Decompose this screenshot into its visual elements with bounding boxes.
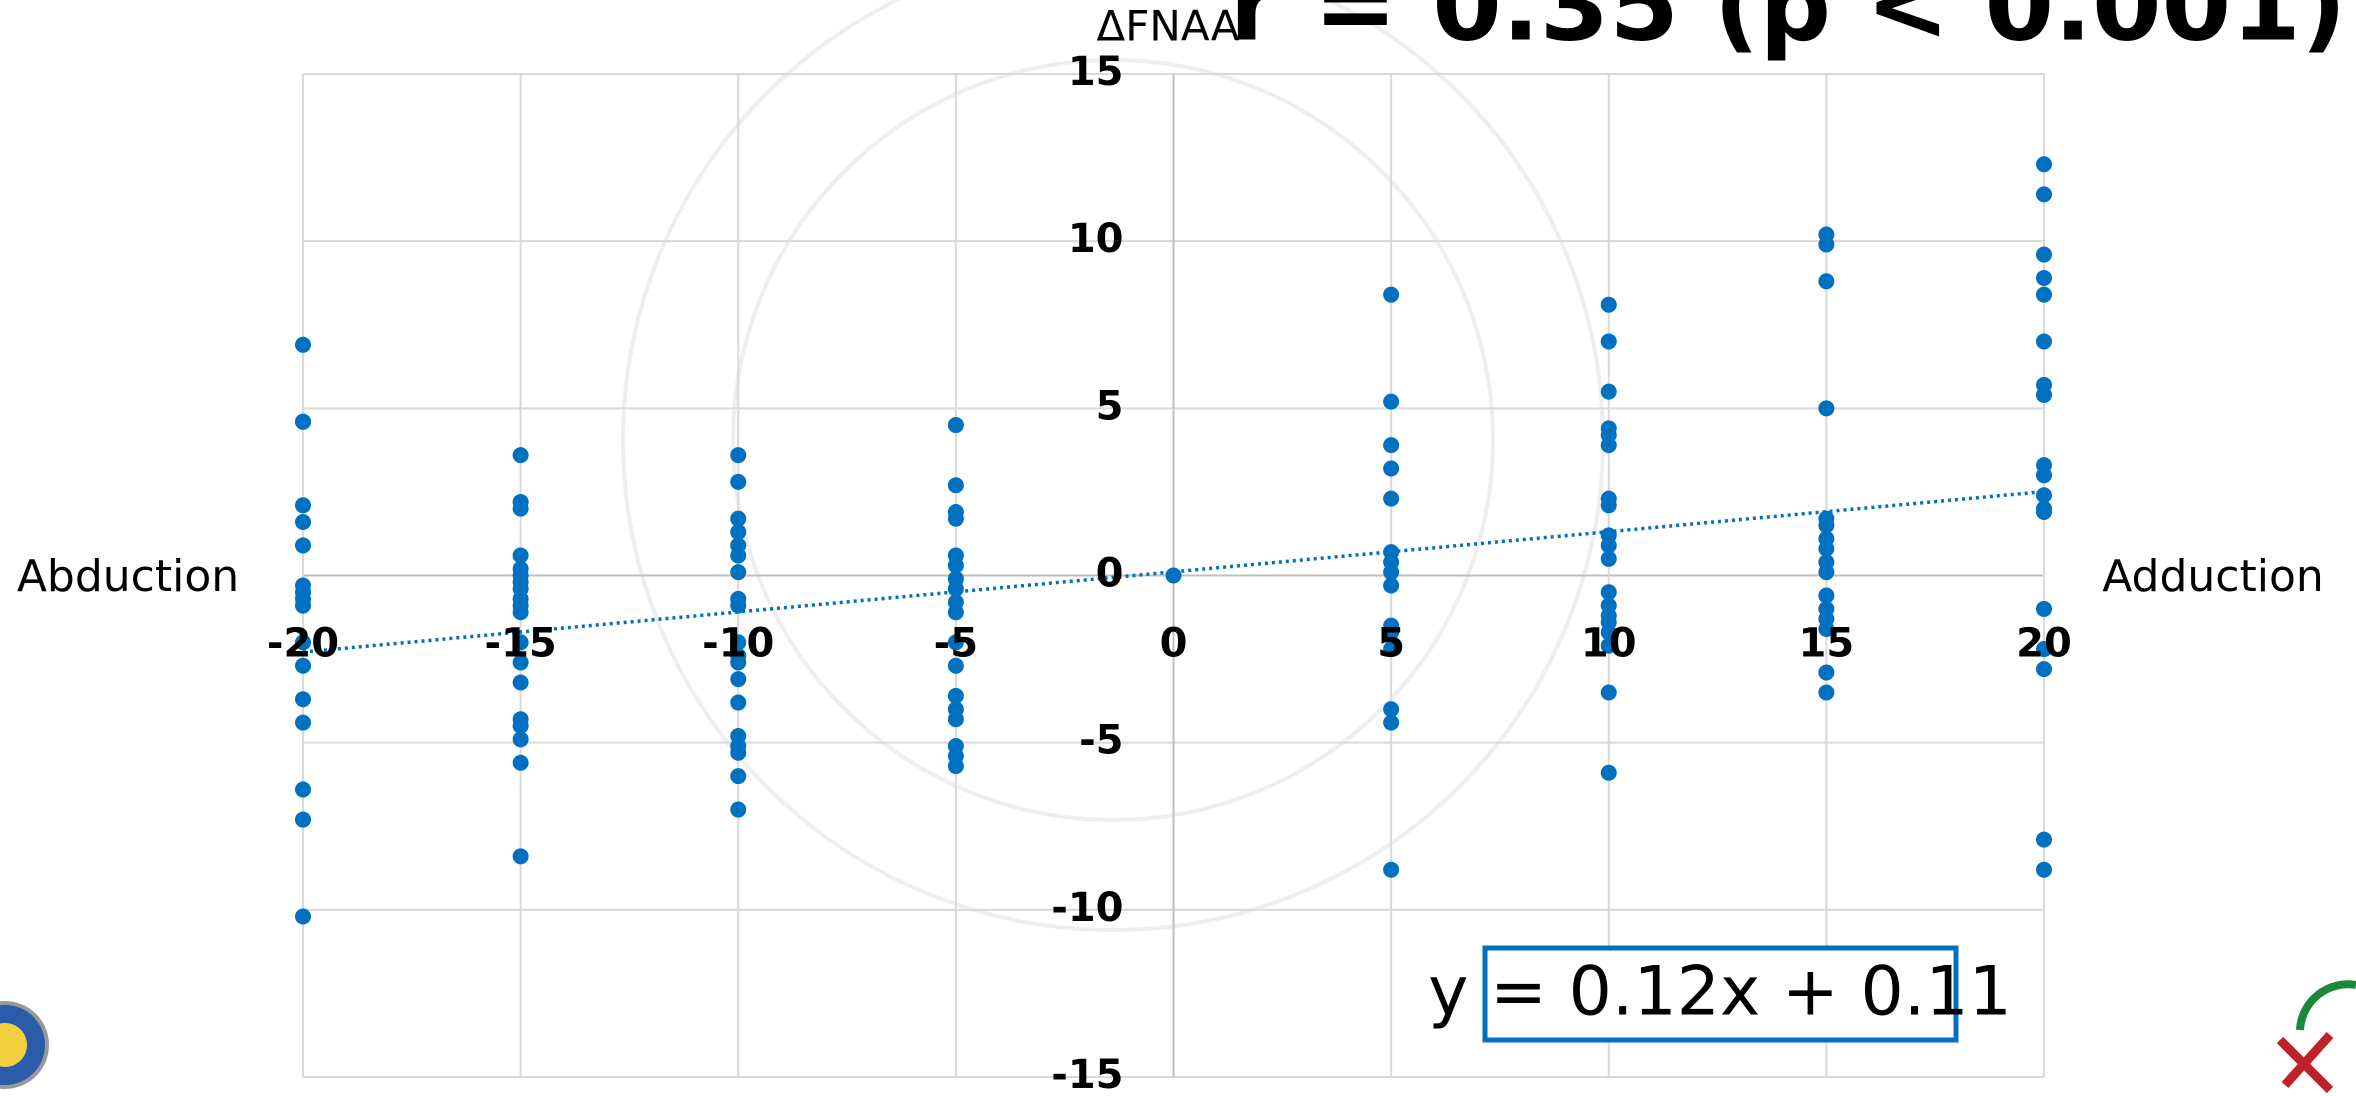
point [295,909,311,925]
x-tick-label: 5 [1377,621,1405,667]
point [730,547,746,563]
point [2036,156,2052,172]
point [295,598,311,614]
point [1818,664,1834,680]
logo-left [0,1003,47,1087]
watermark [623,0,1603,930]
point [295,715,311,731]
point [1166,568,1182,584]
x-tick-label: 0 [1160,621,1188,667]
point [730,695,746,711]
point [1383,394,1399,410]
point [513,755,529,771]
chart-title: r = 0.35 (p < 0.001) [1230,0,2347,63]
point [295,514,311,530]
point [1601,333,1617,349]
point [1818,564,1834,580]
point [513,604,529,620]
x-tick-label: -20 [267,621,339,667]
point [1818,273,1834,289]
point [1383,461,1399,477]
point [1601,551,1617,567]
chart: r = 0.35 (p < 0.001) ΔFNAA Abduction Add… [0,0,2356,1096]
point [1383,287,1399,303]
point [2036,333,2052,349]
equation: y = 0.12x + 0.11 [1428,953,2012,1032]
point [948,758,964,774]
point [513,731,529,747]
point [730,474,746,490]
x-tick-label: -5 [934,621,978,667]
point [730,671,746,687]
point [1818,237,1834,253]
point [295,337,311,353]
point [730,564,746,580]
point [730,447,746,463]
point [1601,765,1617,781]
point [1601,384,1617,400]
point [1601,685,1617,701]
point [513,848,529,864]
point [948,604,964,620]
point [2036,601,2052,617]
point [1383,437,1399,453]
point [2036,287,2052,303]
x-tick-label: 20 [2016,621,2072,667]
point [295,691,311,707]
point [1383,715,1399,731]
page: r = 0.35 (p < 0.001) ΔFNAA Abduction Add… [0,0,2356,1096]
point [1383,491,1399,507]
point [2036,387,2052,403]
y-tick-label: -15 [1051,1052,1123,1096]
y-tick-label: 15 [1068,49,1124,95]
point [513,501,529,517]
point [730,768,746,784]
point [513,447,529,463]
point [513,674,529,690]
point [730,802,746,818]
right-label: Adduction [2102,551,2324,602]
y-tick-label: 5 [1096,383,1124,429]
y-tick-label: -5 [1079,718,1123,764]
point [2036,504,2052,520]
point [1818,400,1834,416]
x-tick-label: -15 [484,621,556,667]
point [1601,297,1617,313]
point [295,537,311,553]
point [948,477,964,493]
point [2036,270,2052,286]
y-axis-label: ΔFNAA [1097,2,1240,51]
point [2036,247,2052,263]
point [295,414,311,430]
y-tick-label: 10 [1068,216,1124,262]
point [1601,497,1617,513]
y-tick-label: 0 [1096,551,1124,597]
x-tick-label: 15 [1799,621,1855,667]
point [2036,832,2052,848]
point [295,812,311,828]
y-tick-label: -10 [1051,885,1123,931]
point [948,511,964,527]
point [948,417,964,433]
x-tick-label: -10 [702,621,774,667]
point [295,781,311,797]
point [730,598,746,614]
point [1383,862,1399,878]
point [2036,186,2052,202]
point [730,745,746,761]
left-label: Abduction [17,551,239,602]
point [948,711,964,727]
point [1818,685,1834,701]
point [1601,437,1617,453]
point [295,497,311,513]
point [2036,862,2052,878]
point [1383,578,1399,594]
logo-right [2280,984,2356,1090]
point [2036,467,2052,483]
x-tick-label: 10 [1581,621,1637,667]
